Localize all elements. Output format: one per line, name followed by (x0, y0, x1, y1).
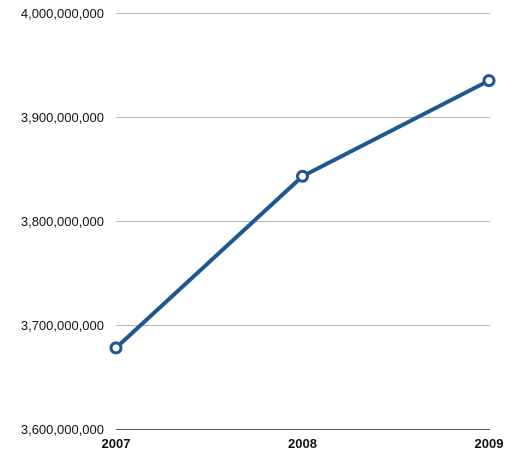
y-tick-label: 3,900,000,000 (21, 110, 104, 125)
x-tick-label: 2007 (102, 436, 131, 451)
y-tick-label: 3,800,000,000 (21, 214, 104, 229)
x-tick-label: 2009 (475, 436, 504, 451)
series-lines (114, 78, 491, 350)
series-line (114, 78, 491, 350)
y-tick-labels: 3,600,000,000 3,700,000,000 3,800,000,000 3… (21, 6, 104, 437)
x-tick-label: 2008 (288, 436, 317, 451)
grid-lines (116, 13, 490, 326)
data-points (109, 74, 496, 355)
y-tick-label: 3,600,000,000 (21, 422, 104, 437)
y-tick-label: 3,700,000,000 (21, 318, 104, 333)
x-tick-labels: 2007 2008 2009 (102, 436, 504, 451)
data-point (482, 74, 496, 88)
data-point (296, 169, 309, 183)
data-point (109, 341, 123, 355)
y-tick-label: 4,000,000,000 (21, 6, 104, 21)
